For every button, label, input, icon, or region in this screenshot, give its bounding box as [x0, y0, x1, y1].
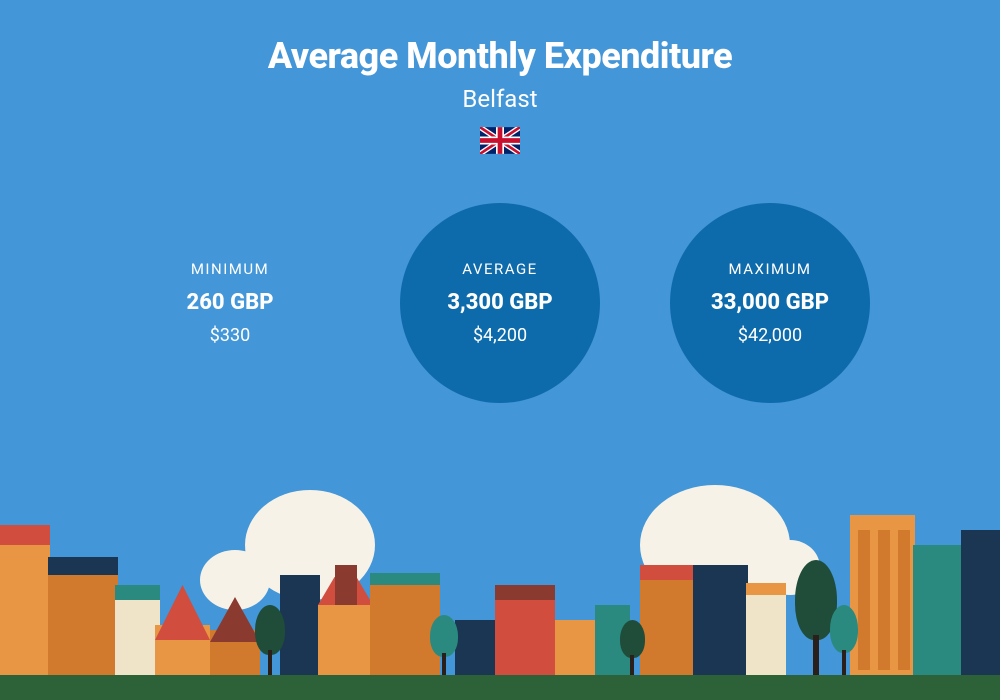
stat-circle-maximum: MAXIMUM 33,000 GBP $42,000 — [670, 203, 870, 403]
header: Average Monthly Expenditure Belfast — [0, 0, 1000, 158]
grass — [0, 675, 1000, 700]
circle-label: MINIMUM — [191, 260, 269, 278]
page-title: Average Monthly Expenditure — [0, 35, 1000, 77]
circle-secondary: $330 — [210, 325, 250, 346]
circle-primary: 260 GBP — [187, 290, 274, 315]
stat-circle-minimum: MINIMUM 260 GBP $330 — [130, 203, 330, 403]
circle-secondary: $4,200 — [473, 325, 527, 346]
stat-circles: MINIMUM 260 GBP $330 AVERAGE 3,300 GBP $… — [0, 203, 1000, 403]
circle-label: MAXIMUM — [729, 260, 812, 278]
circle-primary: 3,300 GBP — [447, 290, 552, 315]
circle-secondary: $42,000 — [738, 325, 802, 346]
page-subtitle: Belfast — [0, 85, 1000, 113]
uk-flag-icon — [480, 127, 520, 154]
stat-circle-average: AVERAGE 3,300 GBP $4,200 — [400, 203, 600, 403]
circle-label: AVERAGE — [462, 260, 537, 278]
skyline-illustration — [0, 480, 1000, 700]
circle-primary: 33,000 GBP — [711, 290, 829, 315]
